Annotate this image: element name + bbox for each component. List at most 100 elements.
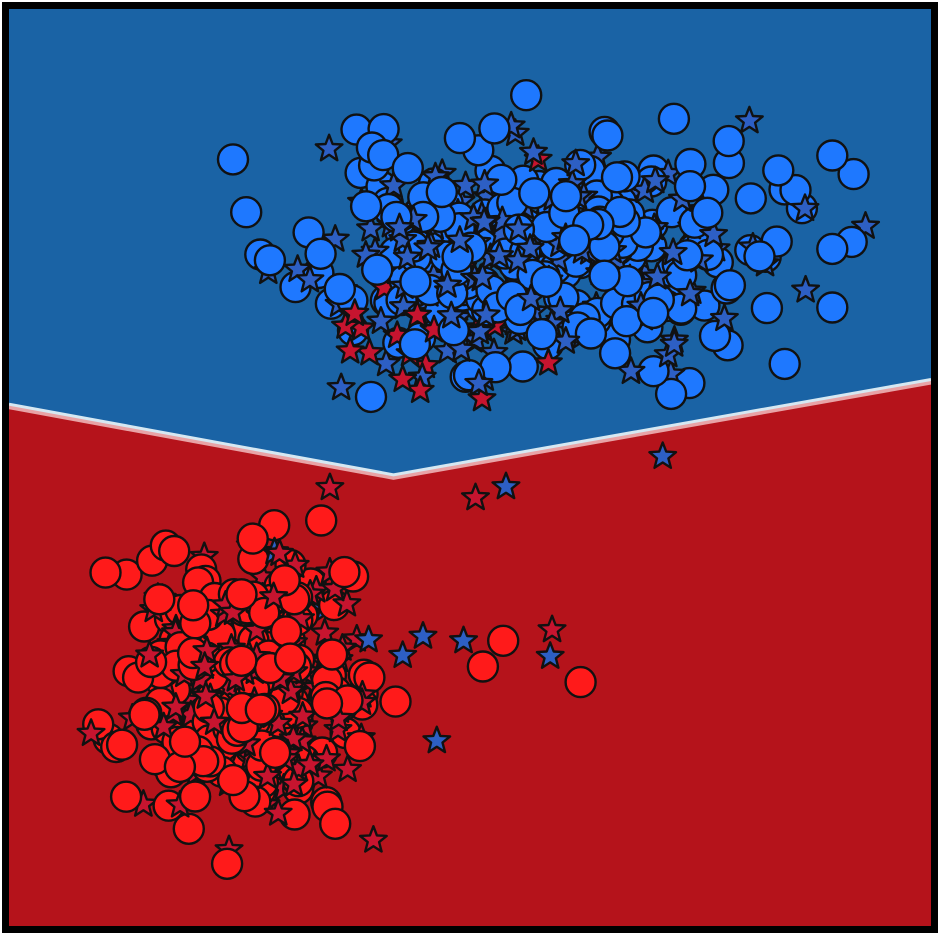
blue-circle-point <box>425 175 458 209</box>
blue-star-point <box>295 264 325 293</box>
blue-circle-point <box>816 232 849 266</box>
blue-star-point <box>445 225 475 253</box>
blue-circle-point <box>525 318 558 351</box>
red-circle-point <box>168 725 202 758</box>
red-star-point <box>340 298 370 326</box>
red-circle-point <box>236 522 269 555</box>
red-star-point <box>537 614 567 643</box>
blue-circle-point <box>518 177 551 210</box>
blue-star-point <box>734 105 764 134</box>
red-circle-point <box>258 736 292 769</box>
red-star-point <box>263 798 293 826</box>
blue-star-point <box>389 291 418 320</box>
blue-star-point <box>468 262 497 291</box>
red-circle-point <box>244 693 277 726</box>
blue-star-point <box>433 270 462 298</box>
blue-circle-point <box>558 224 591 257</box>
blue-star-point <box>675 278 705 307</box>
blue-circle-point <box>398 328 432 361</box>
blue-star-point <box>491 471 521 500</box>
blue-star-point <box>413 232 443 261</box>
red-circle-point <box>343 729 377 763</box>
blue-star-point <box>659 329 689 357</box>
red-circle-point <box>89 556 122 589</box>
blue-circle-point <box>750 291 784 325</box>
red-circle-point <box>328 555 361 589</box>
blue-circle-point <box>591 119 624 152</box>
blue-circle-point <box>698 319 732 353</box>
red-circle-point <box>143 583 176 616</box>
blue-circle-point <box>588 259 621 292</box>
blue-star-point <box>320 224 350 252</box>
red-circle-point <box>105 728 139 761</box>
blue-circle-point <box>816 139 849 172</box>
blue-star-point <box>314 133 344 162</box>
blue-star-point <box>709 303 739 332</box>
red-star-point <box>279 769 309 797</box>
blue-circle-point <box>762 154 795 187</box>
blue-star-point <box>515 233 545 261</box>
red-star-point <box>315 472 345 501</box>
blue-circle-point <box>598 337 632 370</box>
red-circle-point <box>315 638 349 671</box>
red-circle-point <box>109 780 143 813</box>
blue-circle-point <box>478 112 511 145</box>
blue-circle-point <box>443 121 477 155</box>
blue-star-point <box>385 212 415 241</box>
blue-circle-point <box>816 291 849 324</box>
blue-star-point <box>518 137 548 165</box>
blue-circle-point <box>837 157 870 191</box>
blue-star-point <box>642 261 672 290</box>
blue-star-point <box>470 168 500 197</box>
blue-circle-point <box>229 195 263 229</box>
red-circle-point <box>178 780 212 813</box>
blue-star-point <box>851 211 881 239</box>
red-circle-point <box>216 763 250 797</box>
blue-circle-point <box>530 265 563 298</box>
blue-circle-point <box>549 179 583 213</box>
blue-star-point <box>791 274 821 303</box>
blue-star-point <box>504 213 533 242</box>
blue-circle-point <box>506 350 539 383</box>
red-star-point <box>335 335 365 364</box>
red-circle-point <box>225 578 258 611</box>
blue-circle-point <box>399 265 432 298</box>
blue-star-point <box>422 725 452 754</box>
blue-star-point <box>658 237 688 266</box>
blue-circle-point <box>323 272 356 306</box>
red-star-point <box>288 701 318 729</box>
red-star-point <box>310 617 340 646</box>
red-star-point <box>135 639 165 668</box>
blue-star-point <box>388 640 418 668</box>
red-circle-point <box>319 807 352 840</box>
red-circle-point <box>157 534 191 568</box>
red-star-point <box>388 364 418 392</box>
red-circle-point <box>564 665 597 699</box>
red-star-point <box>333 754 363 783</box>
blue-star-point <box>648 441 678 469</box>
blue-star-point <box>465 316 495 345</box>
blue-circle-point <box>361 253 394 286</box>
red-circle-point <box>210 847 244 880</box>
blue-circle-point <box>713 269 747 302</box>
red-star-point <box>295 749 325 778</box>
red-star-point <box>265 538 294 566</box>
red-star-point <box>332 588 362 617</box>
blue-star-point <box>790 193 820 222</box>
blue-star-point <box>354 624 384 653</box>
blue-star-point <box>471 299 501 328</box>
blue-star-point <box>366 306 396 334</box>
blue-star-point <box>545 295 575 324</box>
red-star-point <box>76 718 106 746</box>
blue-circle-point <box>691 196 724 230</box>
red-circle-point <box>269 615 303 648</box>
red-circle-point <box>225 644 258 677</box>
blue-star-point <box>699 219 729 248</box>
blue-circle-point <box>673 169 707 203</box>
red-star-point <box>323 714 353 743</box>
blue-circle-point <box>510 78 543 112</box>
blue-circle-point <box>734 182 767 215</box>
red-star-point <box>253 761 283 789</box>
